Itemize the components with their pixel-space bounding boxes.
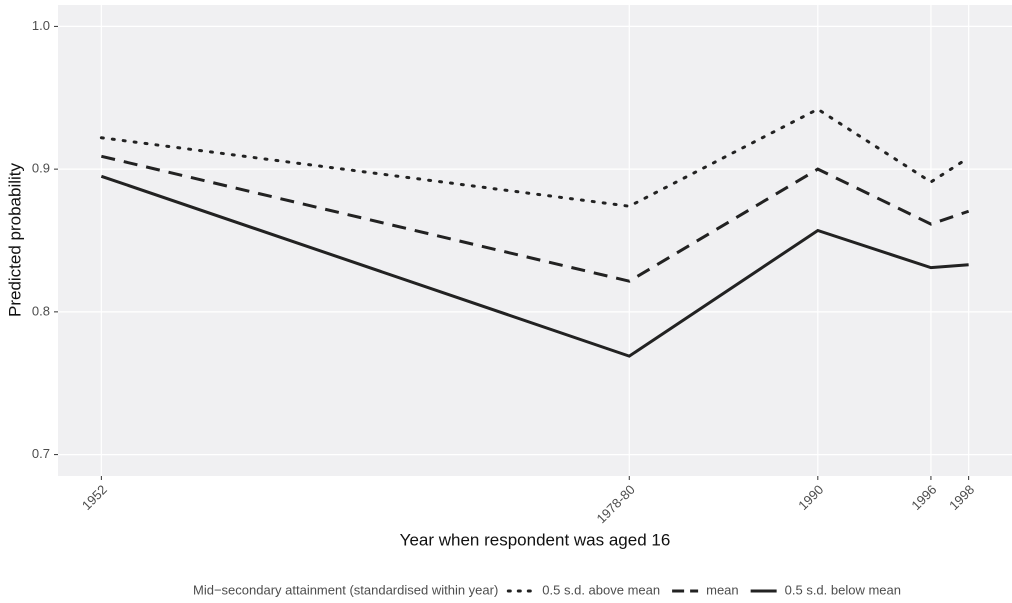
legend-label: 0.5 s.d. below mean bbox=[785, 582, 901, 597]
legend-label: 0.5 s.d. above mean bbox=[542, 582, 660, 597]
y-tick-label: 0.8 bbox=[32, 303, 50, 318]
x-tick-label: 1978-80 bbox=[593, 482, 637, 526]
x-tick-label: 1996 bbox=[908, 482, 939, 513]
y-tick-label: 1.0 bbox=[32, 18, 50, 33]
line-series bbox=[100, 174, 969, 358]
x-tick-label: 1952 bbox=[79, 482, 110, 513]
y-axis-title: Predicted probability bbox=[5, 162, 24, 317]
legend-label: mean bbox=[706, 582, 739, 597]
plot-panel bbox=[58, 5, 1012, 476]
x-axis-title: Year when respondent was aged 16 bbox=[400, 530, 671, 549]
legend-title: Mid−secondary attainment (standardised w… bbox=[193, 582, 498, 597]
x-tick-label: 1998 bbox=[946, 482, 977, 513]
x-tick-label: 1990 bbox=[795, 482, 826, 513]
y-tick-label: 0.7 bbox=[32, 446, 50, 461]
line-series bbox=[101, 154, 970, 283]
y-tick-label: 0.9 bbox=[32, 161, 50, 176]
line-series bbox=[99, 107, 971, 208]
